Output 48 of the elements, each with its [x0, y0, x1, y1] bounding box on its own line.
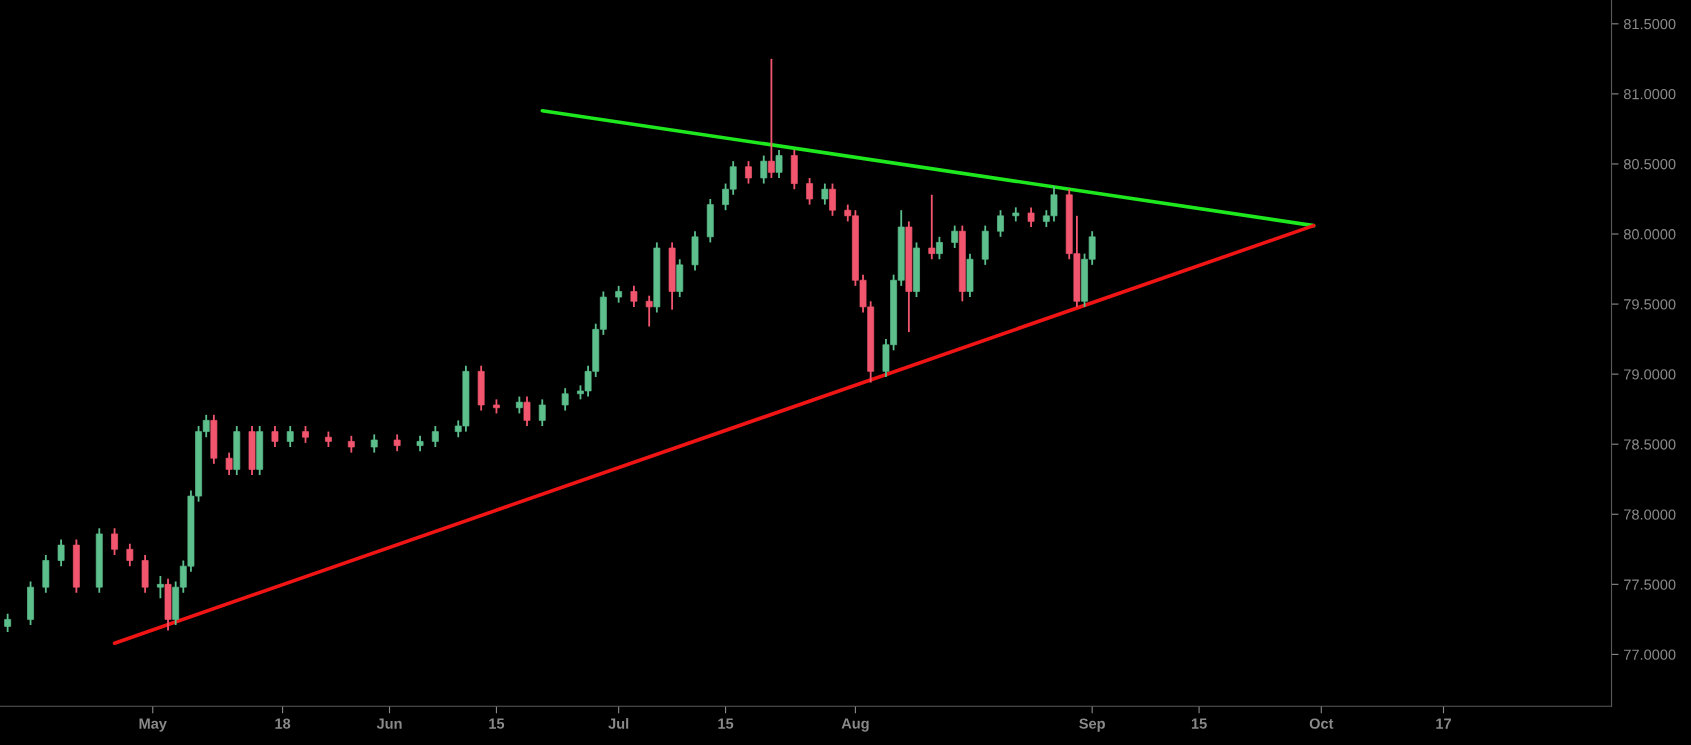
x-tick-label: Aug: [841, 718, 869, 732]
x-tick-label: 18: [275, 718, 291, 729]
y-tick-label: 77.0000: [1624, 649, 1676, 660]
candlestick: [156, 575, 164, 600]
y-tick-label: 78.5000: [1624, 439, 1676, 450]
candlestick: [225, 451, 233, 476]
y-tick-label: 78.0000: [1624, 509, 1676, 520]
candlestick: [271, 425, 279, 448]
candlestick: [370, 433, 378, 454]
x-tick-label: 15: [1191, 718, 1207, 729]
candlestick: [829, 182, 836, 217]
candlestick: [57, 538, 65, 568]
candlestick: [111, 527, 118, 556]
candlestick: [767, 57, 775, 179]
y-tick-label: 79.0000: [1624, 369, 1676, 380]
candlestick: [561, 387, 569, 412]
x-tick-label: Jul: [608, 718, 629, 729]
x-tick-label: 15: [489, 718, 505, 729]
y-tick-label: 81.5000: [1623, 18, 1676, 30]
x-tick-label: Oct: [1309, 718, 1334, 729]
candlestick: [4, 612, 12, 633]
y-tick-label: 80.0000: [1623, 229, 1676, 240]
candlestick: [821, 182, 829, 206]
x-tick-label: 15: [718, 718, 734, 729]
y-tick-label: 79.5000: [1624, 299, 1676, 310]
candlestick: [745, 160, 752, 185]
candlestick: [630, 284, 638, 308]
candlestick: [431, 425, 439, 448]
candlestick: [951, 224, 959, 249]
candlestick: [523, 395, 531, 427]
candlestick: [645, 294, 653, 328]
candlestick: [997, 209, 1004, 238]
x-tick-label: Jun: [376, 718, 402, 729]
candlestick: [760, 154, 768, 185]
candlestick: [538, 398, 546, 427]
x-tick-label: Sep: [1079, 718, 1105, 732]
candlestick: [806, 177, 813, 206]
candlestick: [126, 542, 134, 568]
x-tick-label: 17: [1436, 718, 1451, 729]
y-tick-label: 81.0000: [1623, 88, 1676, 100]
y-tick-label: 77.5000: [1624, 579, 1676, 590]
candlestick: [286, 425, 294, 448]
candlestick: [936, 235, 943, 261]
candlestick: [775, 149, 783, 179]
candlestick: [1027, 206, 1035, 228]
x-tick-label: May: [139, 718, 167, 732]
candlestick: [928, 193, 936, 261]
y-tick-label: 80.5000: [1623, 159, 1676, 170]
